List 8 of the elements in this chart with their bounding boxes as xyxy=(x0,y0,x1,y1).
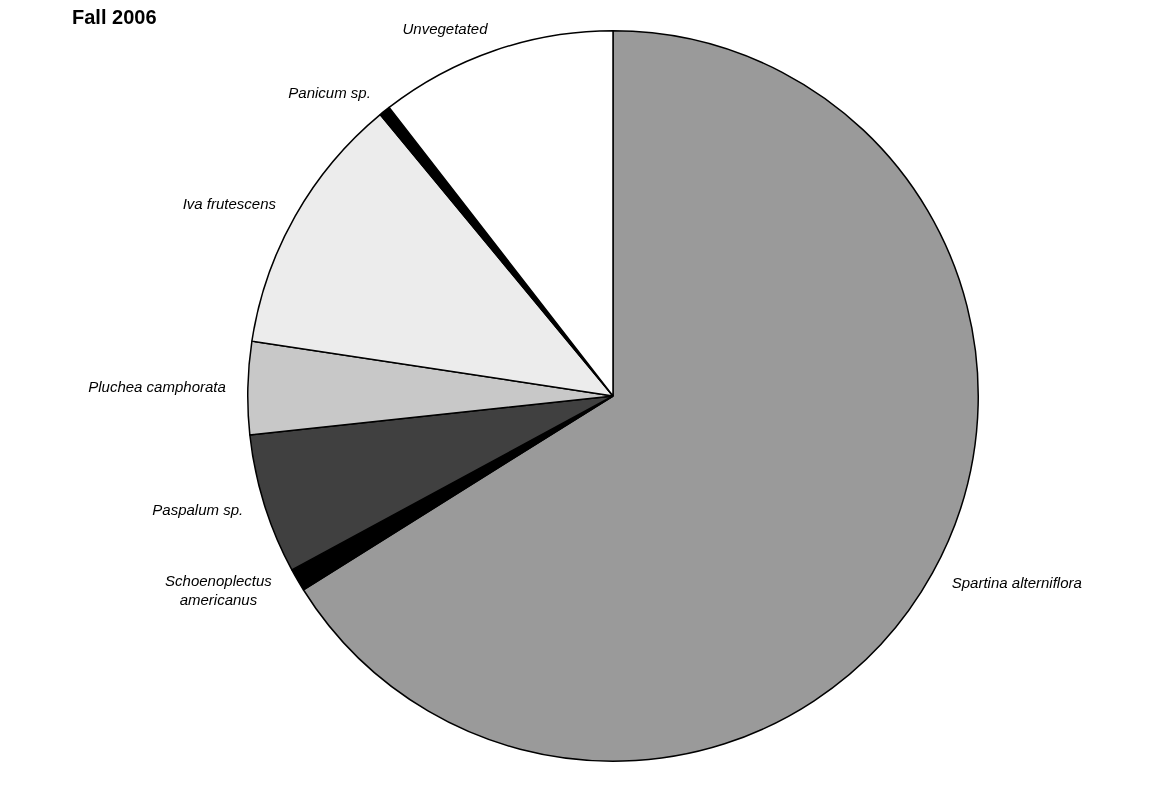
slice-label: Unvegetated xyxy=(402,19,489,37)
chart-title: Fall 2006 xyxy=(72,5,157,28)
slice-label: Panicum sp. xyxy=(288,83,371,101)
slice-label: Paspalum sp. xyxy=(152,501,244,519)
slice-label: Spartina alterniflora xyxy=(951,573,1082,591)
slice-label: Schoenoplectus americanus xyxy=(165,571,273,608)
slice-label: Iva frutescens xyxy=(182,195,277,213)
slice-label: Pluchea camphorata xyxy=(88,377,226,395)
